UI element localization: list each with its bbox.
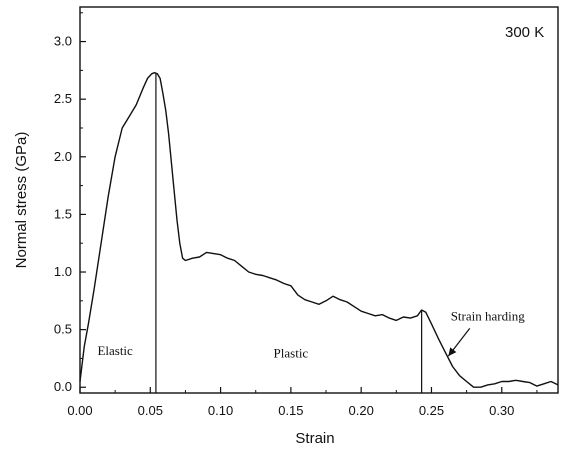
x-tick-label: 0.10 [208, 403, 233, 418]
arrow-head-icon [448, 347, 457, 357]
plot-frame [79, 6, 559, 394]
y-tick-label: 0.0 [54, 379, 72, 394]
y-axis: 0.0 0.5 1.0 1.5 2.0 2.5 3.0 [54, 12, 86, 394]
y-tick-label: 0.5 [54, 322, 72, 337]
temperature-label: 300 K [505, 24, 544, 41]
phase-boundaries [155, 73, 423, 393]
plastic-label: Plastic [274, 345, 309, 360]
x-tick-label: 0.05 [138, 403, 163, 418]
y-tick-label: 1.5 [54, 206, 72, 221]
y-tick-label: 2.5 [54, 91, 72, 106]
x-tick-label: 0.25 [419, 403, 444, 418]
stress-strain-line [79, 72, 559, 388]
x-tick-label: 0.30 [489, 403, 514, 418]
x-tick-label: 0.00 [67, 403, 92, 418]
elastic-label: Elastic [97, 343, 133, 358]
y-tick-label: 2.0 [54, 149, 72, 164]
x-axis-title: Strain [295, 430, 334, 447]
x-tick-label: 0.20 [349, 403, 374, 418]
y-tick-label: 1.0 [54, 264, 72, 279]
strain-harding-label: Strain harding [451, 308, 526, 323]
x-axis: 0.00 0.05 0.10 0.15 0.20 0.25 0.30 [67, 387, 538, 418]
y-axis-title: Normal stress (GPa) [13, 132, 30, 269]
annotations: Elastic Plastic Strain harding [97, 308, 525, 360]
x-tick-label: 0.15 [278, 403, 303, 418]
y-tick-label: 3.0 [54, 34, 72, 49]
